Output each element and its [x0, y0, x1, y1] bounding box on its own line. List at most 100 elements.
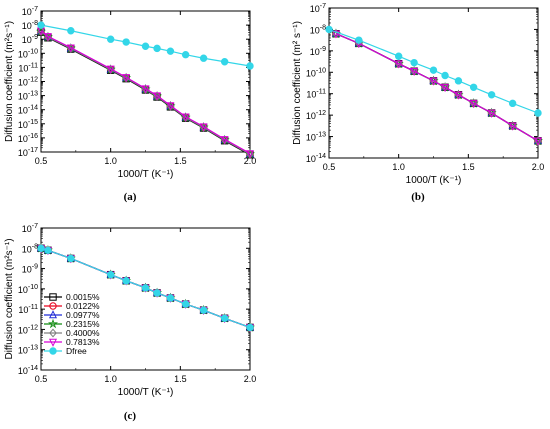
x-tick-label: 0.5 [323, 162, 336, 172]
data-point [141, 85, 150, 94]
legend-marker [49, 293, 57, 301]
x-tick-label: 1.5 [462, 162, 475, 172]
data-point [508, 122, 517, 131]
y-tick-label: 10-12 [18, 324, 38, 335]
x-axis-label: 1000/T (K⁻¹) [406, 175, 462, 186]
y-axis-label: Diffusion coefficient (m²s⁻¹) [4, 238, 15, 359]
legend-item: Dfree [44, 346, 87, 356]
series-line [335, 33, 539, 142]
data-point [199, 306, 208, 314]
legend-marker [48, 310, 58, 319]
legend-label: Dfree [66, 346, 87, 356]
data-point [454, 91, 463, 100]
legend-marker [49, 328, 57, 338]
legend-label: 0.0977% [66, 310, 100, 320]
y-tick-label: 10-8 [22, 243, 38, 254]
panel-caption: (b) [411, 191, 425, 203]
data-point [199, 123, 208, 132]
y-tick-label: 10-8 [22, 20, 38, 31]
data-point [410, 68, 419, 77]
series-0-7813- [331, 30, 543, 146]
x-tick-label: 2.0 [244, 156, 257, 166]
data-point [166, 102, 175, 111]
series-dfree [37, 21, 254, 70]
y-tick-label: 10-12 [18, 77, 38, 88]
data-point [246, 62, 254, 70]
y-tick-label: 10-7 [22, 223, 38, 234]
data-point [199, 54, 208, 62]
legend-marker [49, 347, 57, 355]
chart-panel-3: 0.5 1.0 1.5 2.0 1000/T (K⁻¹) Diffusion coeffi… [4, 227, 256, 422]
data-point [534, 109, 542, 117]
y-tick-label: 10-17 [18, 147, 38, 158]
legend-marker [47, 318, 59, 329]
series-dfree [325, 25, 542, 117]
legend-item: 0.2315% [44, 318, 100, 329]
x-tick-label: 1.0 [392, 162, 405, 172]
data-point [181, 300, 190, 308]
data-point [355, 36, 363, 44]
data-point [166, 47, 175, 55]
data-point [220, 314, 229, 322]
series-line [335, 33, 539, 142]
data-point [429, 66, 438, 74]
series-dfree [37, 244, 254, 332]
data-point [141, 42, 150, 50]
y-tick-label: 10-9 [22, 34, 38, 45]
data-point [122, 74, 131, 83]
data-point [122, 277, 130, 285]
data-point [153, 44, 161, 53]
y-tick-label: 10-8 [310, 24, 326, 35]
y-tick-label: 10-10 [306, 67, 326, 78]
series-line [335, 33, 539, 142]
data-point [487, 91, 496, 99]
legend-label: 0.4000% [66, 328, 100, 338]
legend-label: 0.0015% [66, 292, 100, 302]
data-point [246, 323, 254, 332]
y-tick-label: 10-16 [18, 133, 38, 144]
data-point [394, 60, 403, 69]
data-point [325, 25, 333, 34]
data-point [37, 21, 45, 29]
x-axis-label: 1000/T (K⁻¹) [118, 169, 174, 180]
y-tick-label: 10-13 [306, 132, 326, 143]
y-tick-label: 10-10 [18, 48, 38, 59]
data-point [245, 150, 255, 159]
data-point [181, 51, 190, 59]
data-point [454, 77, 463, 85]
chart-panel-1: 0.5 1.0 1.5 2.0 1000/T (K⁻¹) Diffusion coeffi… [4, 10, 257, 203]
y-tick-label: 10-11 [18, 304, 38, 315]
data-point [394, 52, 403, 60]
data-point [429, 77, 438, 86]
data-point [141, 284, 150, 292]
series-line [40, 30, 251, 154]
data-point [331, 30, 340, 39]
data-point [533, 137, 543, 146]
data-point [220, 58, 229, 66]
legend-item: 0.7813% [44, 337, 100, 347]
data-point [106, 35, 115, 43]
series-0-7813- [36, 27, 255, 159]
data-point [441, 71, 449, 80]
plot-frame [328, 7, 539, 159]
y-tick-label: 10-12 [306, 110, 326, 121]
data-point [106, 65, 115, 74]
data-point [166, 294, 175, 302]
x-tick-label: 1.5 [174, 156, 187, 166]
series-line [335, 33, 539, 142]
legend-label: 0.0122% [66, 301, 100, 311]
legend-item: 0.0122% [44, 301, 100, 311]
x-tick-label: 0.5 [35, 374, 48, 384]
chart-panel-2: 0.5 1.0 1.5 2.0 1000/T (K⁻¹) Diffusion coeffi… [292, 7, 544, 203]
data-point [122, 38, 130, 46]
data-point [67, 254, 75, 263]
y-tick-label: 10-15 [18, 119, 38, 130]
data-point [67, 27, 75, 35]
data-point [106, 270, 115, 279]
legend-label: 0.7813% [66, 337, 100, 347]
series-line [335, 33, 539, 142]
data-point [153, 92, 162, 101]
y-tick-label: 10-7 [22, 6, 38, 17]
series-line [40, 30, 251, 155]
